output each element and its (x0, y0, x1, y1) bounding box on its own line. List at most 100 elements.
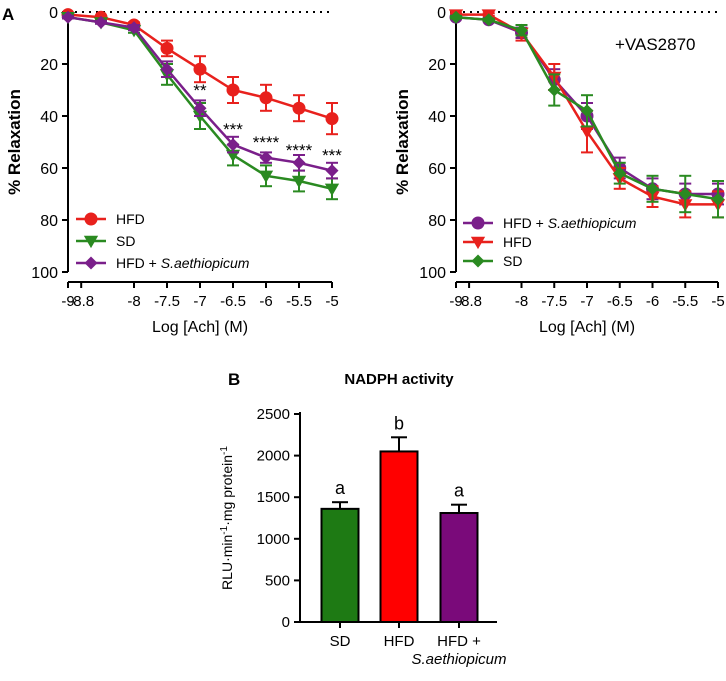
y-axis-title-superscript: -1 (219, 525, 230, 534)
y-axis-title: RLU·min-1·mg protein-1 (219, 446, 236, 590)
x-tick-label-line2: S.aethiopicum (411, 651, 506, 668)
x-tick-label: -9 (449, 293, 462, 310)
y-tick-label: 1000 (257, 531, 290, 548)
y-tick-label: 40 (40, 109, 58, 126)
data-point (292, 101, 306, 115)
y-tick-label: 500 (265, 572, 290, 589)
legend-marker (471, 254, 485, 268)
y-tick-label: 80 (40, 213, 58, 230)
data-point (127, 21, 141, 35)
significance-label: ** (193, 81, 207, 100)
y-tick-label: 2000 (257, 448, 290, 465)
x-tick-label: -5.5 (672, 293, 698, 310)
data-point (646, 182, 659, 196)
legend-label-text: HFD + (503, 215, 548, 231)
data-point (193, 101, 207, 115)
data-point (291, 175, 307, 189)
panel-b-label: B (228, 370, 240, 389)
x-tick-label: -8 (515, 293, 528, 310)
x-tick-label: -5 (325, 293, 338, 310)
significance-letter: a (454, 481, 465, 501)
data-point (160, 62, 174, 76)
y-tick-label: 40 (428, 109, 446, 126)
y-axis-title: % Relaxation (393, 89, 412, 195)
data-point (226, 83, 240, 97)
data-point (325, 164, 339, 178)
x-tick-label: SD (330, 633, 351, 650)
legend-label-text: HFD (116, 211, 145, 227)
legend-marker (84, 212, 98, 226)
data-point (482, 13, 496, 27)
legend-label-text: SD (503, 253, 522, 269)
y-tick-label: 0 (437, 5, 446, 22)
legend-marker (84, 256, 98, 270)
panel-a-label: A (2, 5, 14, 24)
x-tick-label: -6.5 (607, 293, 633, 310)
x-axis-title: Log [Ach] (M) (152, 319, 248, 336)
legend-label: HFD (116, 211, 145, 227)
legend-label: HFD + S.aethiopicum (116, 255, 250, 271)
legend-marker (471, 216, 485, 230)
x-tick-label: -8.8 (456, 293, 482, 310)
significance-letter: b (394, 413, 404, 433)
y-tick-label: 100 (31, 265, 58, 282)
data-point (449, 10, 463, 24)
y-axis-title: % Relaxation (5, 89, 24, 195)
significance-letter: a (335, 478, 346, 498)
x-tick-label: HFD (384, 633, 415, 650)
data-point (678, 187, 692, 201)
x-tick-label: -6 (646, 293, 659, 310)
legend-label-text: SD (116, 233, 135, 249)
x-tick-label: -5.5 (286, 293, 312, 310)
y-axis-title-superscript: -1 (219, 446, 230, 455)
x-tick-label: -7.5 (541, 293, 567, 310)
data-point (547, 83, 561, 97)
y-tick-label: 60 (428, 161, 446, 178)
data-point (160, 41, 174, 55)
x-tick-label: -7.5 (154, 293, 180, 310)
data-point (226, 138, 240, 152)
chart-title: NADPH activity (344, 371, 454, 388)
data-point (259, 91, 273, 105)
data-point (292, 156, 306, 170)
legend-label: HFD + S.aethiopicum (503, 215, 637, 231)
data-point (325, 112, 339, 126)
y-tick-label: 20 (40, 57, 58, 74)
y-tick-label: 20 (428, 57, 446, 74)
significance-label: *** (322, 146, 342, 165)
chart-a-right: 0 20 40 60 80 100-9-8.8 -8 -7.5 -7 -6.5 -6 -5.5 -5 Lo… (393, 5, 726, 336)
x-tick-label: -7 (193, 293, 206, 310)
significance-label: **** (253, 133, 280, 152)
x-tick-label: -6.5 (220, 293, 246, 310)
x-tick-label: -8 (127, 293, 140, 310)
data-point (193, 62, 207, 76)
vas2870-annotation: +VAS2870 (615, 35, 696, 54)
bar (320, 507, 360, 623)
data-point (61, 10, 75, 24)
legend-label: SD (503, 253, 522, 269)
legend-label-text: HFD (503, 234, 532, 250)
legend-label-italic: S.aethiopicum (548, 215, 637, 231)
x-axis-title: Log [Ach] (M) (539, 319, 635, 336)
y-tick-label: 0 (282, 614, 290, 631)
chart-b: NADPH activity 0 500 1000 1500 2000 2500 RLU·mi… (219, 371, 507, 668)
x-tick-label: -5 (711, 293, 724, 310)
legend-label: SD (116, 233, 135, 249)
y-axis-title-part: RLU·min (219, 535, 235, 590)
bar (379, 450, 419, 623)
bar (439, 512, 479, 623)
x-tick-label: -7 (580, 293, 593, 310)
legend-label: HFD (503, 234, 532, 250)
data-point (94, 15, 108, 29)
y-tick-label: 2500 (257, 406, 290, 423)
y-tick-label: 60 (40, 161, 58, 178)
legend-marker (83, 235, 99, 249)
x-tick-label: -6 (259, 293, 272, 310)
legend-marker (470, 236, 486, 250)
data-point (259, 151, 273, 165)
data-point (613, 166, 627, 180)
significance-label: **** (286, 141, 313, 160)
data-point (515, 23, 528, 37)
y-axis-title-part: ·mg protein (219, 455, 235, 526)
